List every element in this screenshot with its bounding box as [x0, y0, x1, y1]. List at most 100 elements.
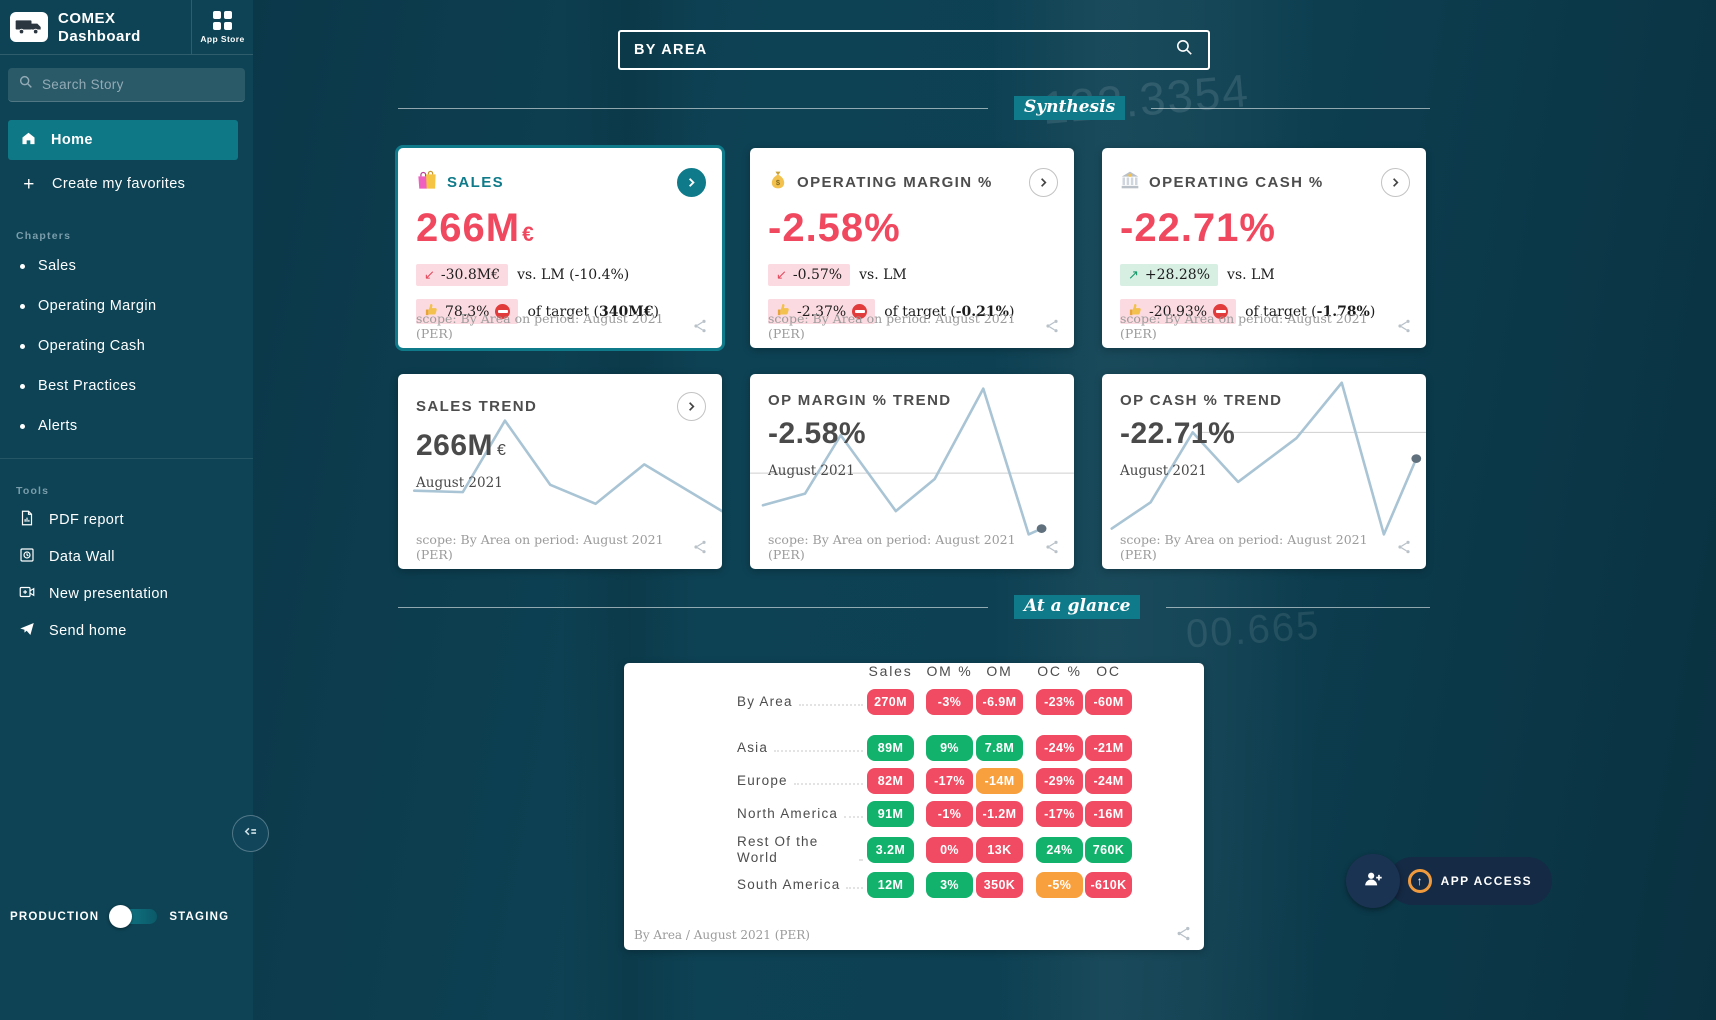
- collapse-sidebar-button[interactable]: [232, 815, 269, 852]
- trend-value: -22.71%: [1120, 417, 1236, 450]
- table-row: Asia 89M 9% 7.8M -24% -21M: [737, 735, 1204, 761]
- sidebar-item-alerts[interactable]: Alerts: [0, 406, 253, 446]
- kpi-card-sales[interactable]: SALES 266M€ ↙ -30.8M€ vs. LM (-10.4%): [398, 148, 722, 348]
- trend-card-op-cash[interactable]: OP CASH % TREND -22.71% August 2021 scop…: [1102, 374, 1426, 569]
- value-pill[interactable]: 760K: [1085, 836, 1132, 863]
- sidebar-item-new-presentation[interactable]: New presentation: [0, 575, 253, 612]
- value-pill[interactable]: -16M: [1085, 801, 1132, 827]
- glance-table-header: Sales OM % OM OC % OC: [737, 663, 1204, 679]
- search-icon: [18, 74, 34, 95]
- share-icon[interactable]: [692, 539, 708, 555]
- sidebar-search[interactable]: [8, 68, 245, 102]
- share-icon[interactable]: [1396, 539, 1412, 555]
- value-pill[interactable]: 91M: [867, 801, 914, 827]
- sidebar-item-create-favorites[interactable]: + Create my favorites: [8, 164, 238, 204]
- kpi-title: SALES: [447, 174, 505, 191]
- vs-lm-label: vs. LM: [1227, 267, 1275, 283]
- search-icon[interactable]: [1175, 38, 1194, 62]
- value-pill[interactable]: -1.2M: [976, 801, 1023, 827]
- value-pill[interactable]: -610K: [1085, 872, 1132, 899]
- value-pill[interactable]: 7.8M: [976, 735, 1023, 761]
- sidebar-item-send-home[interactable]: Send home: [0, 612, 253, 649]
- table-row: Rest Of the World 3.2M 0% 13K 24% 760K: [737, 834, 1204, 865]
- open-sales-trend-button[interactable]: [677, 392, 706, 421]
- open-sales-button[interactable]: [677, 168, 706, 197]
- sidebar-item-label: Best Practices: [38, 378, 137, 394]
- app-access-label: APP ACCESS: [1440, 874, 1532, 888]
- vs-lm-badge: ↙ -0.57%: [768, 264, 851, 286]
- global-search-input[interactable]: [634, 42, 1175, 58]
- sidebar-item-sales[interactable]: Sales: [0, 246, 253, 286]
- sidebar-item-home[interactable]: Home: [8, 120, 238, 160]
- value-pill[interactable]: -5%: [1036, 872, 1083, 899]
- open-operating-margin-button[interactable]: [1029, 168, 1058, 197]
- value-pill[interactable]: -21M: [1085, 735, 1132, 761]
- sidebar-item-label: PDF report: [49, 511, 124, 528]
- bullet-icon: [20, 303, 25, 309]
- trend-period: August 2021: [416, 475, 503, 491]
- data-wall-icon: [18, 546, 36, 568]
- value-pill[interactable]: -17%: [1036, 801, 1083, 827]
- toggle-knob[interactable]: [109, 905, 133, 928]
- env-toggle-switch[interactable]: [109, 905, 158, 928]
- sales-trend-chart: [398, 374, 722, 549]
- value-pill[interactable]: -14M: [976, 768, 1023, 794]
- collapse-icon: [241, 822, 260, 846]
- value-pill[interactable]: -24%: [1036, 735, 1083, 761]
- target-badge: -2.37%: [768, 299, 876, 324]
- value-pill[interactable]: 82M: [867, 768, 914, 794]
- value-pill[interactable]: -23%: [1036, 689, 1083, 715]
- open-operating-cash-button[interactable]: [1381, 168, 1410, 197]
- value-pill[interactable]: 3.2M: [867, 836, 914, 863]
- value-pill[interactable]: -1%: [926, 801, 973, 827]
- value-pill[interactable]: -60M: [1085, 689, 1132, 715]
- value-pill[interactable]: 350K: [976, 872, 1023, 899]
- sidebar-item-best-practices[interactable]: Best Practices: [0, 366, 253, 406]
- sidebar-item-label: Sales: [38, 258, 77, 274]
- no-entry-icon: [1213, 304, 1229, 319]
- scope-row: scope: By Area on period: August 2021 (P…: [416, 532, 708, 562]
- value-pill[interactable]: 0%: [926, 836, 973, 863]
- sidebar-item-operating-margin[interactable]: Operating Margin: [0, 286, 253, 326]
- trend-card-op-margin[interactable]: OP MARGIN % TREND -2.58% August 2021 sco…: [750, 374, 1074, 569]
- divider-line: [398, 606, 988, 608]
- share-icon[interactable]: [1044, 318, 1060, 334]
- sidebar-item-operating-cash[interactable]: Operating Cash: [0, 326, 253, 366]
- value-pill[interactable]: 13K: [976, 836, 1023, 863]
- kpi-card-operating-cash[interactable]: OPERATING CASH % -22.71% ↗ +28.28% vs. L…: [1102, 148, 1426, 348]
- app-store-button[interactable]: App Store: [191, 0, 253, 54]
- table-row: South America 12M 3% 350K -5% -610K: [737, 872, 1204, 899]
- kpi-card-operating-margin[interactable]: $ OPERATING MARGIN % -2.58% ↙ -0.57% vs.…: [750, 148, 1074, 348]
- share-icon[interactable]: [1396, 318, 1412, 334]
- share-icon[interactable]: [692, 318, 708, 334]
- value-pill[interactable]: 12M: [867, 872, 914, 899]
- trend-period: August 2021: [768, 463, 855, 479]
- app-access-button[interactable]: ↑ APP ACCESS: [1387, 857, 1552, 905]
- global-search-bar[interactable]: [618, 30, 1210, 70]
- value-pill[interactable]: -3%: [926, 689, 973, 715]
- share-icon[interactable]: [1044, 539, 1060, 555]
- scope-row: scope: By Area on period: August 2021 (P…: [1120, 532, 1412, 562]
- scope-text: scope: By Area on period: August 2021 (P…: [1120, 311, 1368, 341]
- add-user-button[interactable]: [1345, 854, 1400, 908]
- value-pill[interactable]: -29%: [1036, 768, 1083, 794]
- search-story-input[interactable]: [42, 77, 235, 92]
- chapters-section-title: Chapters: [16, 230, 72, 242]
- trend-card-sales[interactable]: SALES TREND 266M € August 2021 scope: By …: [398, 374, 722, 569]
- sidebar-item-pdf-report[interactable]: PDF report: [0, 501, 253, 538]
- value-pill[interactable]: 270M: [867, 689, 914, 715]
- sidebar-item-data-wall[interactable]: Data Wall: [0, 538, 253, 575]
- value-pill[interactable]: 89M: [867, 735, 914, 761]
- value-pill[interactable]: 3%: [926, 872, 973, 899]
- value-pill[interactable]: -6.9M: [976, 689, 1023, 715]
- bullet-icon: [20, 383, 25, 389]
- kpi-value: -22.71%: [1120, 206, 1276, 250]
- value-pill[interactable]: 24%: [1036, 836, 1083, 863]
- bullet-icon: [20, 263, 25, 269]
- share-icon[interactable]: [1175, 925, 1192, 942]
- value-pill[interactable]: -24M: [1085, 768, 1132, 794]
- value-pill[interactable]: 9%: [926, 735, 973, 761]
- sidebar-item-label: Alerts: [38, 418, 78, 434]
- value-pill[interactable]: -17%: [926, 768, 973, 794]
- truck-icon[interactable]: [10, 12, 48, 42]
